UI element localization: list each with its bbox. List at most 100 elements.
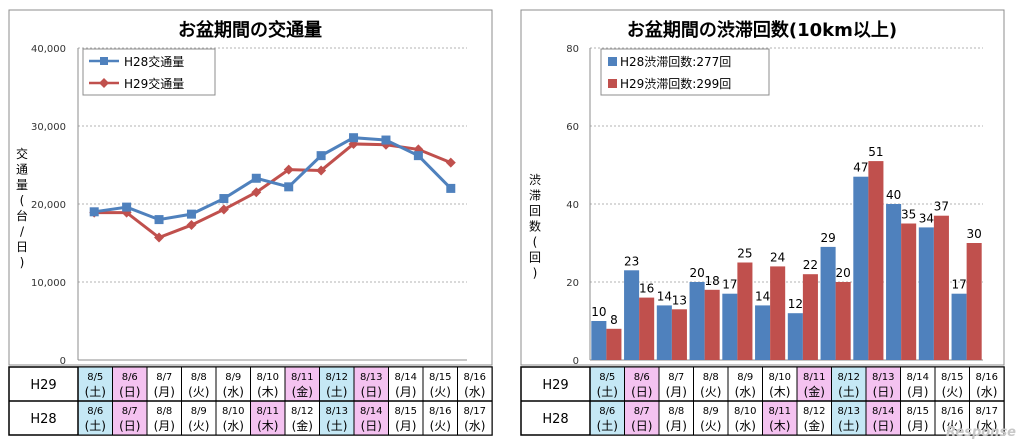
- date-cell-weekday: (土): [85, 385, 106, 399]
- legend-h28-bar-swatch: [608, 57, 617, 66]
- date-cell-date: 8/12: [803, 406, 825, 417]
- traffic-chart-series: [89, 133, 456, 243]
- bar-value-label-h28: 14: [657, 289, 672, 303]
- data-point-h29: [218, 204, 229, 215]
- date-cell-date: 8/16: [976, 372, 998, 383]
- bar-h29: [966, 243, 982, 360]
- date-cell: [112, 366, 148, 402]
- bar-value-label-h28: 12: [788, 297, 803, 311]
- bar-h29: [606, 328, 622, 360]
- bar-value-label-h29: 16: [639, 282, 654, 296]
- date-cell-weekday: (土): [326, 419, 347, 433]
- date-cell: [181, 400, 217, 436]
- data-point-h28: [446, 183, 456, 193]
- date-cell: [693, 366, 729, 402]
- data-point-h28: [122, 202, 132, 212]
- date-cell-weekday: (水): [464, 419, 485, 433]
- date-cell-date: 8/14: [360, 406, 382, 417]
- traffic-chart-legend: H28交通量 H29交通量: [82, 48, 216, 96]
- data-point-h28: [316, 151, 326, 161]
- legend-h28-traffic-label: H28交通量: [124, 54, 184, 69]
- date-cell: [969, 400, 1005, 436]
- bar-h29: [802, 274, 818, 360]
- bar-h28: [722, 293, 738, 360]
- bar-h29: [704, 289, 720, 360]
- date-cell-date: 8/9: [225, 372, 241, 383]
- date-cell-date: 8/9: [703, 406, 719, 417]
- watermark-text: Response: [946, 425, 1016, 440]
- date-cell: [250, 400, 286, 436]
- bar-value-label-h29: 22: [803, 258, 818, 272]
- y-tick-label: 60: [566, 122, 579, 133]
- bar-value-label-h29: 18: [705, 274, 720, 288]
- date-cell: [727, 366, 763, 402]
- date-cell-weekday: (月): [666, 385, 687, 399]
- date-cell-date: 8/15: [941, 372, 963, 383]
- date-cell: [658, 366, 694, 402]
- bar-value-label-h28: 40: [886, 188, 901, 202]
- data-point-h29: [316, 165, 327, 176]
- date-cell-weekday: (水): [223, 419, 244, 433]
- date-cell-date: 8/11: [257, 406, 279, 417]
- date-cell-weekday: (月): [154, 385, 175, 399]
- bar-value-label-h28: 10: [591, 305, 606, 319]
- bar-value-label-h29: 13: [672, 293, 687, 307]
- date-cell-weekday: (土): [597, 419, 618, 433]
- bar-h29: [901, 223, 917, 360]
- date-cell-date: 8/8: [703, 372, 719, 383]
- data-point-h28: [219, 194, 229, 204]
- date-cell: [693, 400, 729, 436]
- data-point-h28: [251, 173, 261, 183]
- congestion-chart-legend: H28渋滞回数:277回 H29渋滞回数:299回: [600, 48, 770, 96]
- data-point-h29: [445, 157, 456, 168]
- date-cell-weekday: (水): [223, 385, 244, 399]
- data-point-h28: [89, 207, 99, 217]
- date-cell-date: 8/14: [907, 372, 929, 383]
- bar-value-label-h29: 8: [610, 313, 618, 327]
- date-cell: [181, 366, 217, 402]
- date-cell-date: 8/8: [668, 406, 684, 417]
- data-point-h29: [154, 232, 165, 243]
- date-cell: [77, 400, 113, 436]
- date-cell: [353, 400, 389, 436]
- date-cell: [319, 400, 355, 436]
- y-tick-label: 80: [566, 44, 579, 55]
- date-cell-date: 8/13: [872, 372, 894, 383]
- bar-value-label-h29: 51: [868, 145, 883, 159]
- date-cell-weekday: (金): [804, 418, 825, 433]
- date-cell-weekday: (月): [154, 419, 175, 433]
- bar-h28: [820, 246, 836, 360]
- bar-h28: [624, 270, 640, 360]
- date-cell-weekday: (火): [188, 385, 209, 399]
- legend-h28-congestion-label: H28渋滞回数:277回: [620, 54, 731, 69]
- data-point-h28: [154, 215, 164, 225]
- date-cell-date: 8/13: [326, 406, 348, 417]
- date-cell-weekday: (日): [873, 419, 894, 433]
- series-line-h29: [94, 142, 452, 240]
- date-cell-weekday: (火): [430, 385, 451, 399]
- date-cell-weekday: (日): [631, 385, 652, 399]
- bar-value-label-h29: 25: [737, 247, 752, 261]
- date-cell-date: 8/6: [87, 406, 103, 417]
- series-line-h28: [93, 136, 452, 222]
- date-cell-date: 8/10: [769, 372, 791, 383]
- date-cell-weekday: (木): [769, 419, 790, 433]
- date-cell: [900, 366, 936, 402]
- date-cell-weekday: (火): [942, 419, 963, 433]
- date-cell-date: 8/7: [634, 406, 650, 417]
- bar-h28: [918, 227, 934, 360]
- date-cell: [77, 366, 113, 402]
- date-cell-weekday: (月): [907, 385, 928, 399]
- date-cell-weekday: (土): [597, 385, 618, 399]
- date-cell-weekday: (金): [292, 384, 313, 399]
- date-cell: [831, 400, 867, 436]
- date-cell-weekday: (火): [942, 385, 963, 399]
- date-cell-date: 8/15: [429, 372, 451, 383]
- bar-value-label-h28: 23: [624, 254, 639, 268]
- date-cell-weekday: (土): [326, 385, 347, 399]
- date-cell-weekday: (日): [119, 385, 140, 399]
- y-tick-label: 20,000: [31, 200, 66, 211]
- date-cell: [284, 400, 320, 436]
- date-cell-date: 8/11: [803, 372, 825, 383]
- date-cell-weekday: (日): [119, 419, 140, 433]
